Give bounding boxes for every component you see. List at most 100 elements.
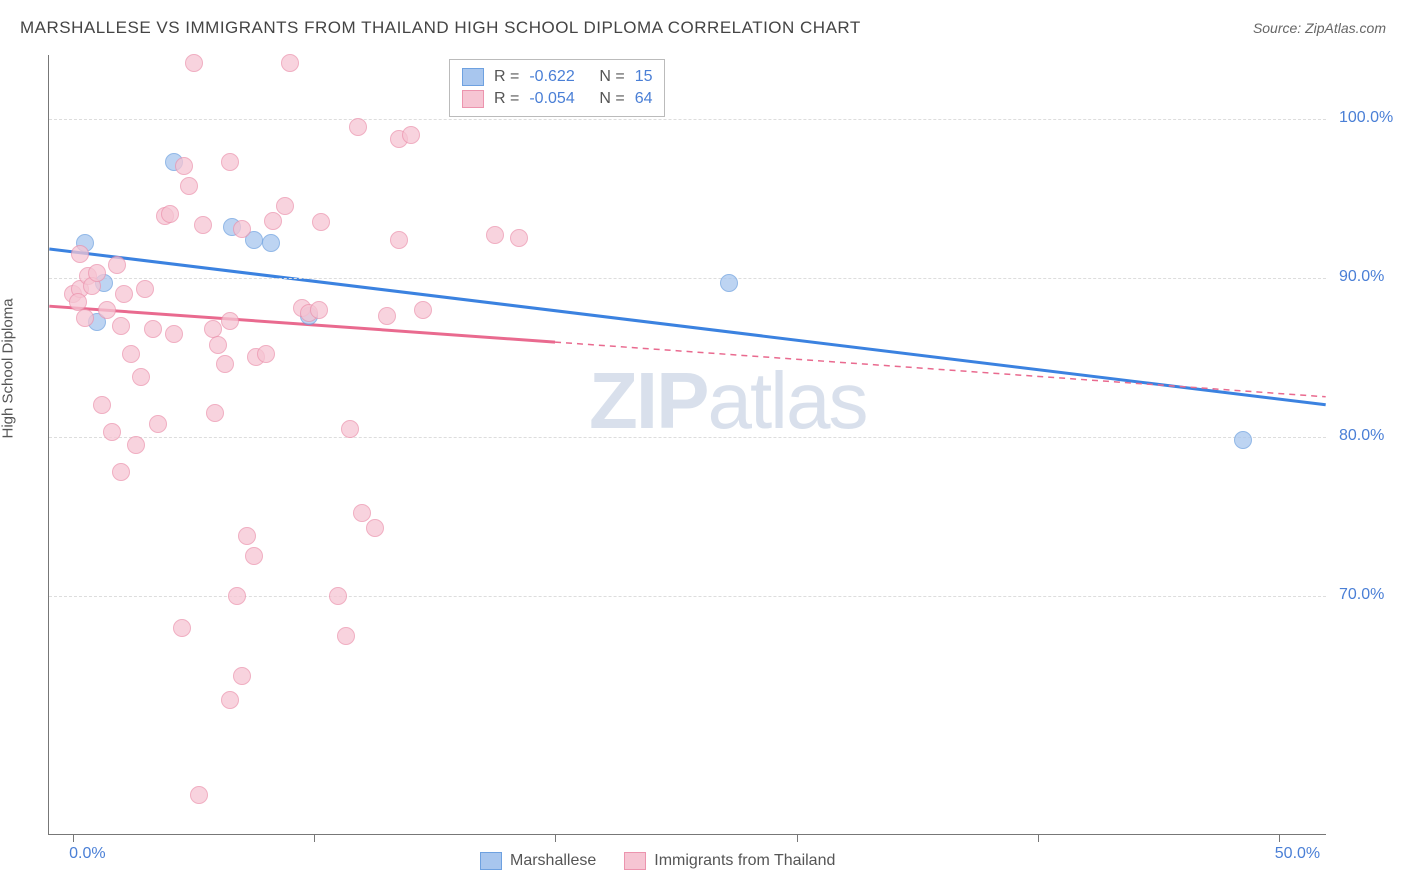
scatter-point [312,213,330,231]
scatter-point [402,126,420,144]
scatter-point [337,627,355,645]
trend-lines [49,55,1326,834]
scatter-point [112,317,130,335]
scatter-point [115,285,133,303]
legend-swatch [480,852,502,870]
scatter-point [281,54,299,72]
legend-label: Marshallese [510,852,596,870]
scatter-point [88,264,106,282]
watermark-rest: atlas [707,356,866,445]
scatter-point [233,220,251,238]
x-tick [797,834,798,842]
n-value: 64 [635,90,653,108]
series-swatch [462,90,484,108]
scatter-point [216,355,234,373]
scatter-point [720,274,738,292]
scatter-point [262,234,280,252]
scatter-point [173,619,191,637]
r-label: R = [494,90,519,108]
scatter-chart: ZIPatlas R =-0.622N =15R =-0.054N =64 70… [48,55,1326,835]
watermark-bold: ZIP [589,356,707,445]
legend-item: Immigrants from Thailand [624,852,835,870]
y-tick-label: 70.0% [1339,586,1384,604]
scatter-point [180,177,198,195]
bottom-legend: Marshallese Immigrants from Thailand [480,852,835,870]
trendline-solid [49,249,1325,405]
scatter-point [185,54,203,72]
scatter-point [366,519,384,537]
source-value: ZipAtlas.com [1305,20,1386,36]
scatter-point [76,309,94,327]
scatter-point [209,336,227,354]
x-tick [1038,834,1039,842]
scatter-point [221,312,239,330]
legend-item: Marshallese [480,852,596,870]
scatter-point [165,325,183,343]
y-tick-label: 90.0% [1339,268,1384,286]
scatter-point [149,415,167,433]
scatter-point [341,420,359,438]
gridline-horizontal [49,437,1326,438]
scatter-point [329,587,347,605]
stats-legend-box: R = -0.622 N = 15 R = -0.054 N = 64 [449,59,665,117]
scatter-point [221,153,239,171]
scatter-point [486,226,504,244]
scatter-point [190,786,208,804]
x-tick-label: 50.0% [1275,845,1320,863]
scatter-point [221,691,239,709]
r-value: -0.054 [529,90,589,108]
scatter-point [390,231,408,249]
scatter-point [112,463,130,481]
y-axis-label: High School Diploma [0,298,17,438]
series-swatch [462,68,484,86]
scatter-point [238,527,256,545]
scatter-point [98,301,116,319]
legend-label: Immigrants from Thailand [654,852,835,870]
scatter-point [108,256,126,274]
n-label: N = [599,90,624,108]
x-tick [73,834,74,842]
n-value: 15 [635,68,653,86]
scatter-point [245,547,263,565]
scatter-point [257,345,275,363]
scatter-point [122,345,140,363]
scatter-point [378,307,396,325]
scatter-point [228,587,246,605]
scatter-point [349,118,367,136]
trendline-dashed [555,342,1326,397]
scatter-point [144,320,162,338]
scatter-point [71,245,89,263]
scatter-point [510,229,528,247]
chart-title: MARSHALLESE VS IMMIGRANTS FROM THAILAND … [20,18,861,38]
gridline-horizontal [49,119,1326,120]
r-value: -0.622 [529,68,589,86]
stats-row: R = -0.054 N = 64 [462,88,652,110]
stats-row: R =-0.622N =15 [462,66,652,88]
scatter-point [206,404,224,422]
scatter-point [161,205,179,223]
legend-swatch [624,852,646,870]
x-tick [314,834,315,842]
x-tick [1279,834,1280,842]
y-tick-label: 100.0% [1339,109,1393,127]
y-tick-label: 80.0% [1339,427,1384,445]
scatter-point [264,212,282,230]
chart-header: MARSHALLESE VS IMMIGRANTS FROM THAILAND … [20,18,1386,38]
n-label: N = [599,68,624,86]
x-tick-label: 0.0% [69,845,105,863]
scatter-point [132,368,150,386]
scatter-point [93,396,111,414]
scatter-point [136,280,154,298]
chart-source: Source: ZipAtlas.com [1253,20,1386,36]
scatter-point [310,301,328,319]
watermark: ZIPatlas [589,355,866,447]
scatter-point [194,216,212,234]
scatter-point [233,667,251,685]
scatter-point [1234,431,1252,449]
scatter-point [127,436,145,454]
scatter-point [276,197,294,215]
scatter-point [103,423,121,441]
gridline-horizontal [49,278,1326,279]
scatter-point [414,301,432,319]
x-tick [555,834,556,842]
